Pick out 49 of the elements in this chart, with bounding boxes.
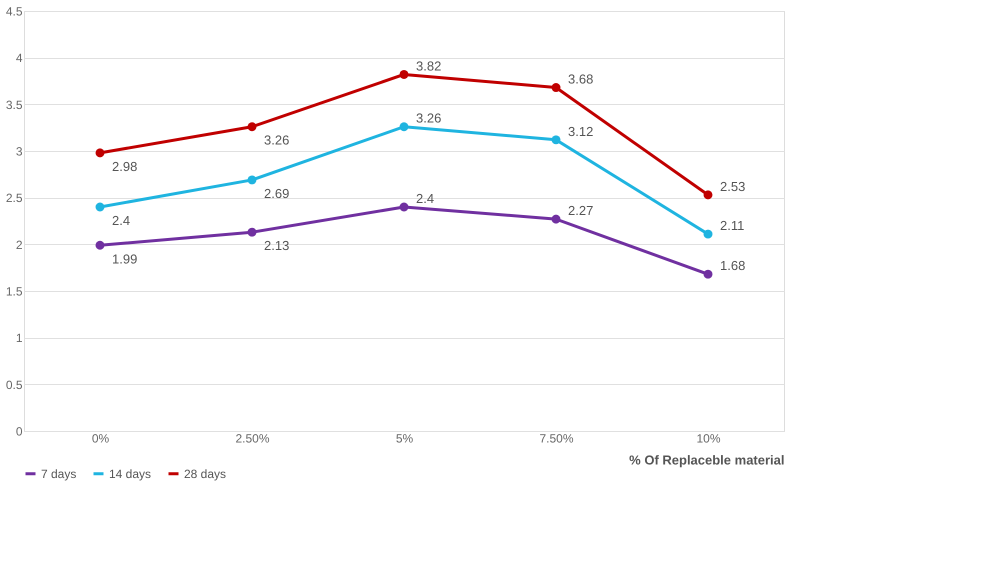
x-tick-label: 7.50% bbox=[539, 432, 574, 446]
point bbox=[552, 214, 560, 224]
point bbox=[552, 135, 560, 144]
data-label: 1.99 bbox=[112, 251, 138, 266]
y-tick-label: 0.5 bbox=[6, 378, 23, 392]
y-tick-label: 1.5 bbox=[6, 284, 23, 298]
point bbox=[552, 83, 560, 92]
y-tick-label: 0 bbox=[16, 424, 23, 438]
point bbox=[96, 240, 104, 250]
point bbox=[704, 270, 712, 279]
data-label: 2.69 bbox=[264, 186, 290, 201]
legend-label: 28 days bbox=[184, 466, 226, 481]
point bbox=[248, 122, 256, 132]
legend-label: 14 days bbox=[109, 466, 152, 481]
data-label: 3.26 bbox=[416, 110, 442, 126]
y-tick-label: 2.5 bbox=[6, 191, 23, 206]
y-tick-label: 3 bbox=[16, 144, 23, 158]
point bbox=[96, 202, 104, 212]
y-tick-label: 3.5 bbox=[6, 98, 23, 112]
data-label: 2.27 bbox=[568, 203, 594, 218]
point bbox=[400, 202, 408, 212]
y-tick-label: 4.5 bbox=[6, 4, 23, 18]
point bbox=[704, 230, 712, 239]
data-label: 2.4 bbox=[416, 191, 434, 206]
data-label: 3.82 bbox=[416, 58, 442, 74]
point bbox=[96, 148, 104, 158]
x-tick-label: 10% bbox=[696, 432, 721, 446]
y-tick-label: 2 bbox=[16, 238, 23, 252]
point bbox=[248, 175, 256, 184]
point bbox=[704, 190, 712, 200]
x-tick-label: 5% bbox=[396, 432, 414, 446]
data-label: 2.11 bbox=[720, 218, 744, 234]
data-label: 2.4 bbox=[112, 213, 130, 228]
x-tick-label: 2.50% bbox=[235, 432, 270, 446]
data-label: 1.68 bbox=[720, 258, 746, 274]
data-label: 2.98 bbox=[112, 158, 138, 174]
point bbox=[248, 228, 256, 237]
x-axis-title: % Of Replaceble material bbox=[629, 452, 784, 468]
legend-label: 7 days bbox=[41, 466, 76, 481]
point bbox=[400, 122, 408, 132]
data-label: 2.13 bbox=[264, 238, 290, 254]
y-tick-label: 1 bbox=[16, 331, 23, 346]
x-tick-label: 0% bbox=[92, 432, 110, 446]
data-label: 2.53 bbox=[720, 178, 746, 194]
data-label: 3.12 bbox=[568, 124, 594, 139]
y-tick-label: 4 bbox=[16, 51, 23, 66]
data-label: 3.68 bbox=[568, 72, 594, 87]
data-label: 3.26 bbox=[264, 132, 290, 148]
point bbox=[400, 70, 408, 79]
